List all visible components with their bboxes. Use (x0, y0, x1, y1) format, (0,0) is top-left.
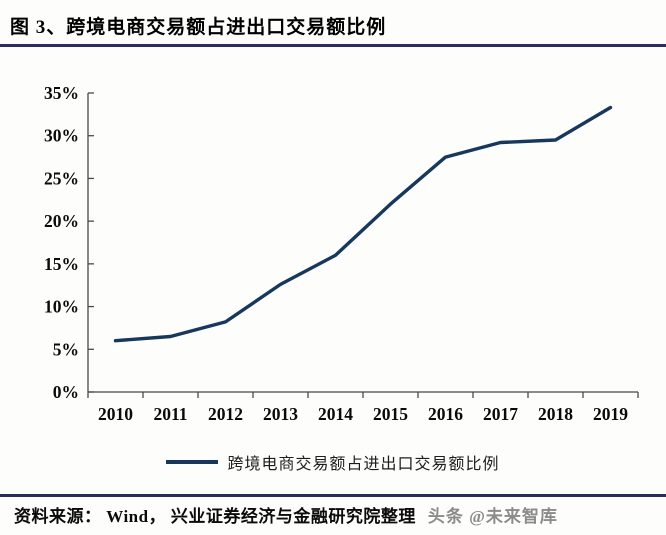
x-tick-label: 2019 (593, 404, 628, 424)
footer: 资料来源： Wind， 兴业证券经济与金融研究院整理 头条 @未来智库 (0, 502, 666, 527)
x-tick-label: 2016 (428, 404, 463, 424)
x-tick-label: 2012 (208, 404, 243, 424)
y-tick-label: 20% (44, 211, 79, 231)
y-tick-label: 25% (44, 168, 79, 188)
chart-legend: 跨境电商交易额占进出口交易额比例 (0, 450, 666, 474)
data-series-line (113, 105, 613, 343)
watermark: 头条 @未来智库 (427, 507, 558, 526)
legend-line-swatch (166, 460, 219, 464)
y-tick-label: 15% (44, 254, 79, 274)
x-tick-label: 2010 (98, 404, 133, 424)
x-tick-label: 2011 (153, 404, 187, 424)
footer-rule (0, 494, 666, 497)
x-tick-label: 2017 (483, 404, 518, 424)
y-tick-label: 0% (53, 382, 79, 402)
x-tick-label: 2018 (538, 404, 573, 424)
x-tick-label: 2014 (318, 404, 353, 424)
title-underline-rule (0, 44, 666, 47)
figure-title: 图 3、跨境电商交易额占进出口交易额比例 (10, 17, 387, 38)
x-tick-label: 2015 (373, 404, 408, 424)
y-tick-label: 5% (53, 339, 79, 359)
y-tick-label: 35% (44, 83, 79, 103)
x-tick-label: 2013 (263, 404, 298, 424)
source-note: 资料来源： Wind， 兴业证券经济与金融研究院整理 (14, 507, 416, 526)
y-tick-label: 30% (44, 126, 79, 146)
y-tick-label: 10% (44, 297, 79, 317)
legend-label: 跨境电商交易额占进出口交易额比例 (227, 456, 500, 473)
line-chart: 0% 5% 10% 15% 20% 25% 30% 35% 2010 2011 2012 2013 20… (44, 83, 639, 424)
